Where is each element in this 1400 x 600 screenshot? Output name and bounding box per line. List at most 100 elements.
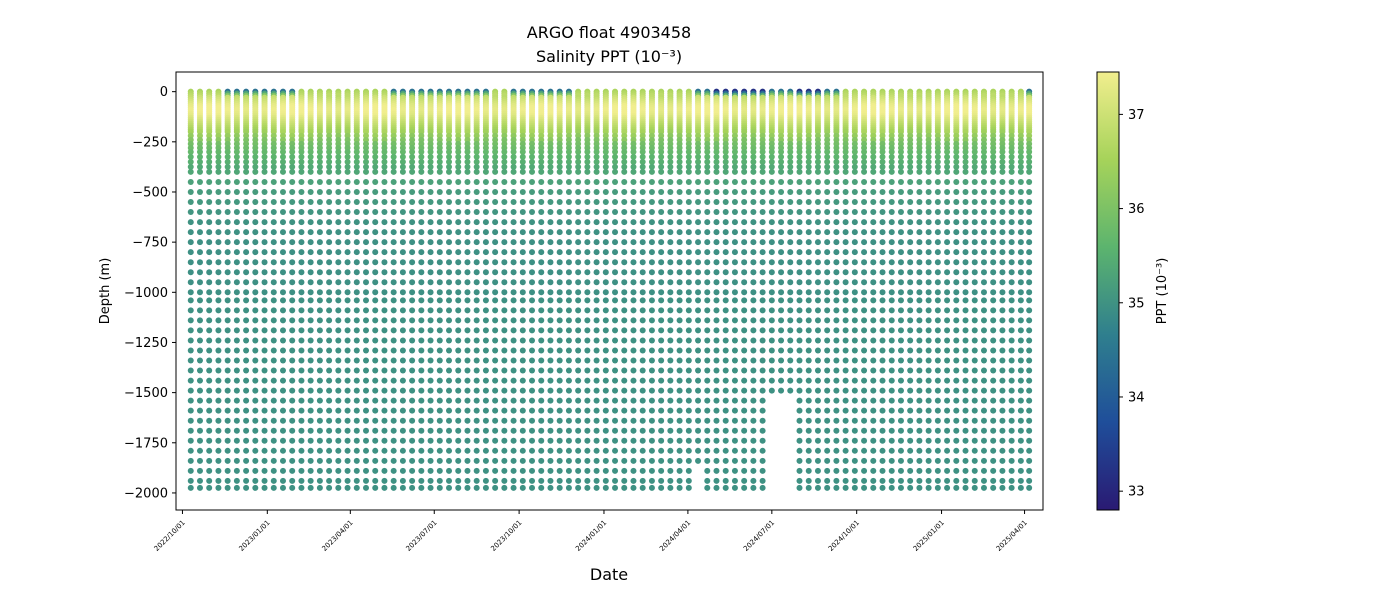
salinity-point [547, 477, 554, 484]
salinity-point [381, 269, 388, 276]
salinity-point [538, 377, 545, 384]
salinity-point [916, 327, 923, 334]
salinity-point [667, 153, 674, 160]
salinity-point [233, 229, 240, 236]
salinity-point [602, 327, 609, 334]
salinity-point [196, 337, 203, 344]
salinity-point [584, 178, 591, 185]
salinity-point [510, 297, 517, 304]
salinity-point [224, 407, 231, 414]
salinity-point [289, 279, 296, 286]
salinity-point [695, 209, 702, 216]
salinity-point [556, 484, 563, 491]
salinity-point [731, 188, 738, 195]
salinity-point [741, 417, 748, 424]
salinity-point [833, 259, 840, 266]
salinity-point [704, 289, 711, 296]
salinity-point [861, 188, 868, 195]
salinity-point [519, 163, 526, 170]
salinity-point [897, 199, 904, 206]
salinity-point [814, 219, 821, 226]
salinity-point [307, 427, 314, 434]
salinity-point [298, 437, 305, 444]
salinity-point [381, 407, 388, 414]
salinity-point [289, 209, 296, 216]
salinity-point [704, 407, 711, 414]
salinity-point [676, 407, 683, 414]
salinity-point [842, 279, 849, 286]
salinity-point [252, 153, 259, 160]
salinity-point [446, 397, 453, 404]
salinity-point [187, 229, 194, 236]
salinity-point [676, 397, 683, 404]
salinity-point [399, 437, 406, 444]
salinity-point [538, 219, 545, 226]
salinity-point [630, 387, 637, 394]
salinity-point [344, 178, 351, 185]
salinity-point [215, 153, 222, 160]
salinity-point [344, 269, 351, 276]
salinity-point [335, 484, 342, 491]
salinity-point [446, 148, 453, 155]
salinity-point [529, 347, 536, 354]
salinity-point [897, 427, 904, 434]
salinity-point [796, 153, 803, 160]
salinity-point [344, 457, 351, 464]
salinity-point [344, 447, 351, 454]
salinity-point [907, 457, 914, 464]
salinity-point [778, 188, 785, 195]
salinity-point [897, 417, 904, 424]
salinity-point [381, 447, 388, 454]
salinity-point [741, 178, 748, 185]
salinity-point [464, 437, 471, 444]
salinity-point [243, 259, 250, 266]
salinity-point [658, 407, 665, 414]
salinity-point [252, 437, 259, 444]
salinity-point [565, 307, 572, 314]
salinity-point [326, 427, 333, 434]
salinity-point [270, 477, 277, 484]
salinity-point [888, 239, 895, 246]
salinity-point [916, 417, 923, 424]
salinity-point [658, 307, 665, 314]
salinity-point [409, 427, 416, 434]
salinity-point [353, 407, 360, 414]
salinity-point [464, 199, 471, 206]
salinity-point [676, 289, 683, 296]
salinity-point [685, 387, 692, 394]
salinity-point [473, 387, 480, 394]
salinity-point [805, 437, 812, 444]
salinity-point [252, 457, 259, 464]
salinity-point [455, 327, 462, 334]
salinity-point [759, 357, 766, 364]
salinity-point [879, 279, 886, 286]
salinity-point [778, 168, 785, 175]
salinity-point [695, 168, 702, 175]
salinity-point [279, 219, 286, 226]
salinity-point [685, 297, 692, 304]
salinity-point [593, 158, 600, 165]
salinity-point [658, 259, 665, 266]
salinity-point [455, 484, 462, 491]
salinity-point [814, 279, 821, 286]
salinity-point [861, 168, 868, 175]
salinity-point [768, 219, 775, 226]
salinity-point [409, 457, 416, 464]
salinity-point [768, 387, 775, 394]
salinity-point [187, 457, 194, 464]
salinity-point [243, 239, 250, 246]
salinity-point [233, 153, 240, 160]
salinity-point [344, 188, 351, 195]
salinity-point [759, 297, 766, 304]
salinity-point [750, 337, 757, 344]
salinity-point [473, 357, 480, 364]
salinity-point [206, 407, 213, 414]
salinity-point [418, 239, 425, 246]
salinity-point [814, 178, 821, 185]
salinity-point [279, 347, 286, 354]
salinity-point [630, 168, 637, 175]
salinity-point [353, 317, 360, 324]
salinity-point [409, 289, 416, 296]
salinity-point [750, 178, 757, 185]
salinity-point [270, 447, 277, 454]
